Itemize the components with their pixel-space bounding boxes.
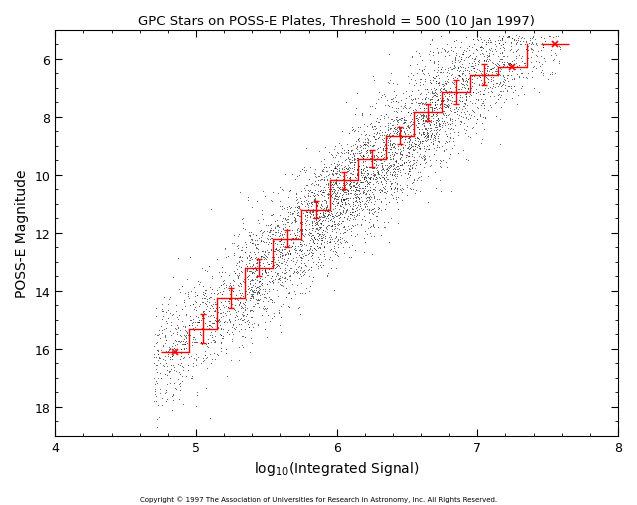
X-axis label: $\rm log_{10}(Integrated\ Signal)$: $\rm log_{10}(Integrated\ Signal)$ (254, 460, 419, 477)
Title: GPC Stars on POSS-E Plates, Threshold = 500 (10 Jan 1997): GPC Stars on POSS-E Plates, Threshold = … (138, 15, 535, 28)
Text: Copyright © 1997 The Association of Universities for Research in Astronomy, Inc.: Copyright © 1997 The Association of Univ… (140, 496, 497, 502)
Y-axis label: POSS-E Magnitude: POSS-E Magnitude (15, 169, 29, 297)
